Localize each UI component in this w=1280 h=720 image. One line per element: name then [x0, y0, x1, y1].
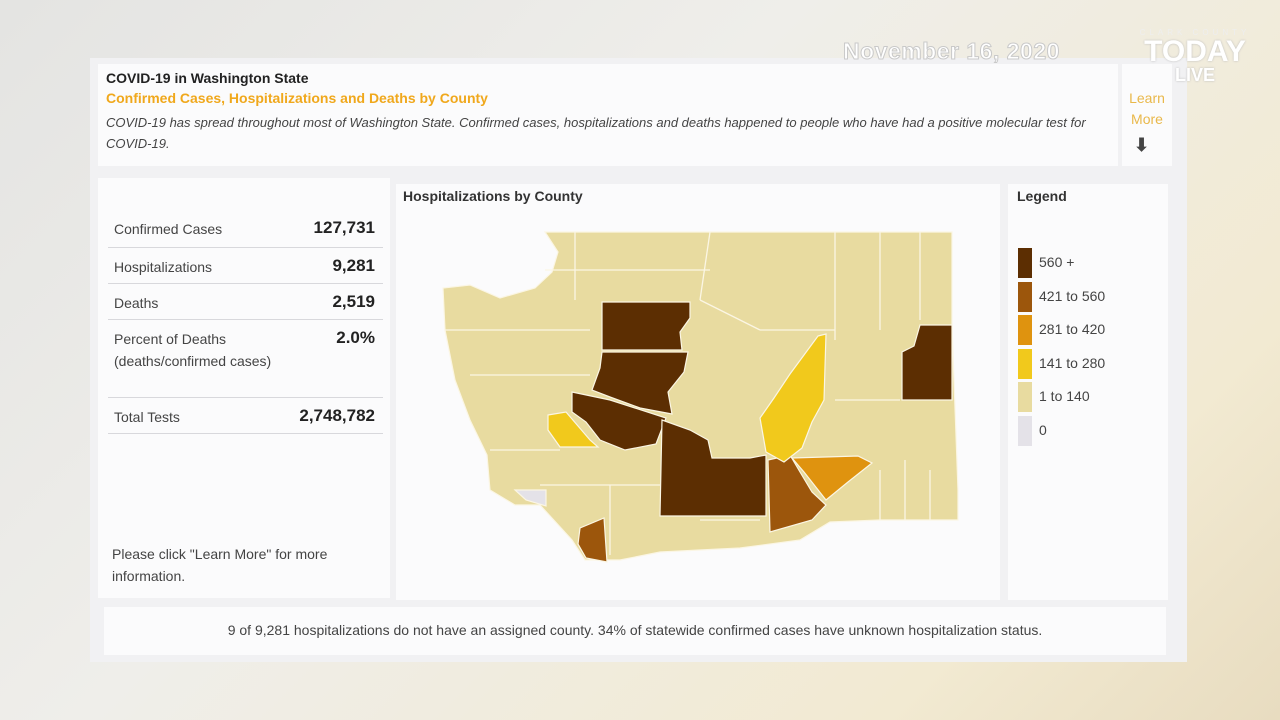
learn-more-button[interactable]: Learn More — [1122, 64, 1172, 166]
legend-swatch — [1018, 281, 1032, 312]
info-text: Please click "Learn More" for more infor… — [104, 526, 388, 598]
stat-row-confirmed-cases: Confirmed Cases 127,731 — [108, 210, 383, 248]
legend-label: 560 + — [1039, 254, 1075, 270]
legend-label: 1 to 140 — [1039, 388, 1090, 404]
legend-label: 141 to 280 — [1039, 354, 1106, 371]
logo-text: TODAY — [1144, 35, 1246, 68]
legend-swatch — [1018, 348, 1032, 379]
stat-value: 2,748,782 — [299, 406, 375, 425]
stat-label: Total Tests — [114, 409, 180, 425]
stat-row-hospitalizations: Hospitalizations 9,281 — [108, 248, 383, 284]
stat-value: 2.0% — [336, 328, 375, 347]
logo-text: CLARK COUNTY — [1139, 28, 1251, 37]
stat-value: 2,519 — [332, 292, 375, 311]
logo-text: LIVE — [1174, 65, 1215, 85]
county[interactable] — [513, 489, 547, 507]
legend-label: 0 — [1039, 421, 1047, 438]
legend-label: 281 to 420 — [1039, 321, 1106, 337]
legend-swatch — [1018, 382, 1032, 412]
stat-row-percent-deaths: Percent of Deaths (deaths/confirmed case… — [108, 320, 383, 398]
stat-label: Percent of Deaths (deaths/confirmed case… — [114, 331, 272, 369]
county-border — [699, 299, 761, 331]
county[interactable] — [659, 419, 767, 517]
stat-label: Hospitalizations — [114, 259, 213, 275]
stat-label: Deaths — [114, 295, 159, 311]
stat-value: 9,281 — [332, 256, 375, 275]
county[interactable] — [601, 301, 691, 351]
stat-label: Confirmed Cases — [114, 221, 223, 237]
double-chevron-down-icon[interactable]: ⬇︎ — [1134, 135, 1150, 155]
legend-panel: Legend 560 + 421 to 560 281 to 420 141 to 2… — [1008, 184, 1168, 600]
county[interactable] — [901, 324, 953, 401]
county[interactable] — [577, 517, 608, 563]
county[interactable] — [571, 391, 667, 451]
county[interactable] — [547, 411, 600, 448]
stat-row-total-tests: Total Tests 2,748,782 — [108, 398, 383, 434]
page-title: COVID-19 in Washington State — [106, 70, 309, 86]
legend-swatch — [1018, 248, 1032, 278]
county[interactable] — [759, 333, 827, 463]
description: COVID-19 has spread throughout most of W… — [106, 115, 1086, 151]
clark-county-today-logo: CLARK COUNTY TODAY LIVE — [1130, 28, 1260, 84]
legend-swatch — [1018, 315, 1032, 345]
stat-row-deaths: Deaths 2,519 — [108, 284, 383, 320]
stat-value: 127,731 — [313, 218, 375, 237]
page-subtitle: Confirmed Cases, Hospitalizations and De… — [106, 90, 488, 106]
legend-title: Legend — [1017, 188, 1067, 204]
map-title: Hospitalizations by County — [403, 188, 583, 204]
county[interactable] — [790, 455, 874, 501]
footer-note: 9 of 9,281 hospitalizations do not have … — [104, 607, 1166, 655]
header: COVID-19 in Washington State Confirmed C… — [98, 64, 1118, 166]
legend-swatch — [1018, 415, 1032, 446]
legend-label: 421 to 560 — [1039, 287, 1106, 304]
county[interactable] — [591, 351, 689, 415]
county-border — [699, 231, 711, 301]
video-date: November 16, 2020 — [843, 38, 1060, 65]
